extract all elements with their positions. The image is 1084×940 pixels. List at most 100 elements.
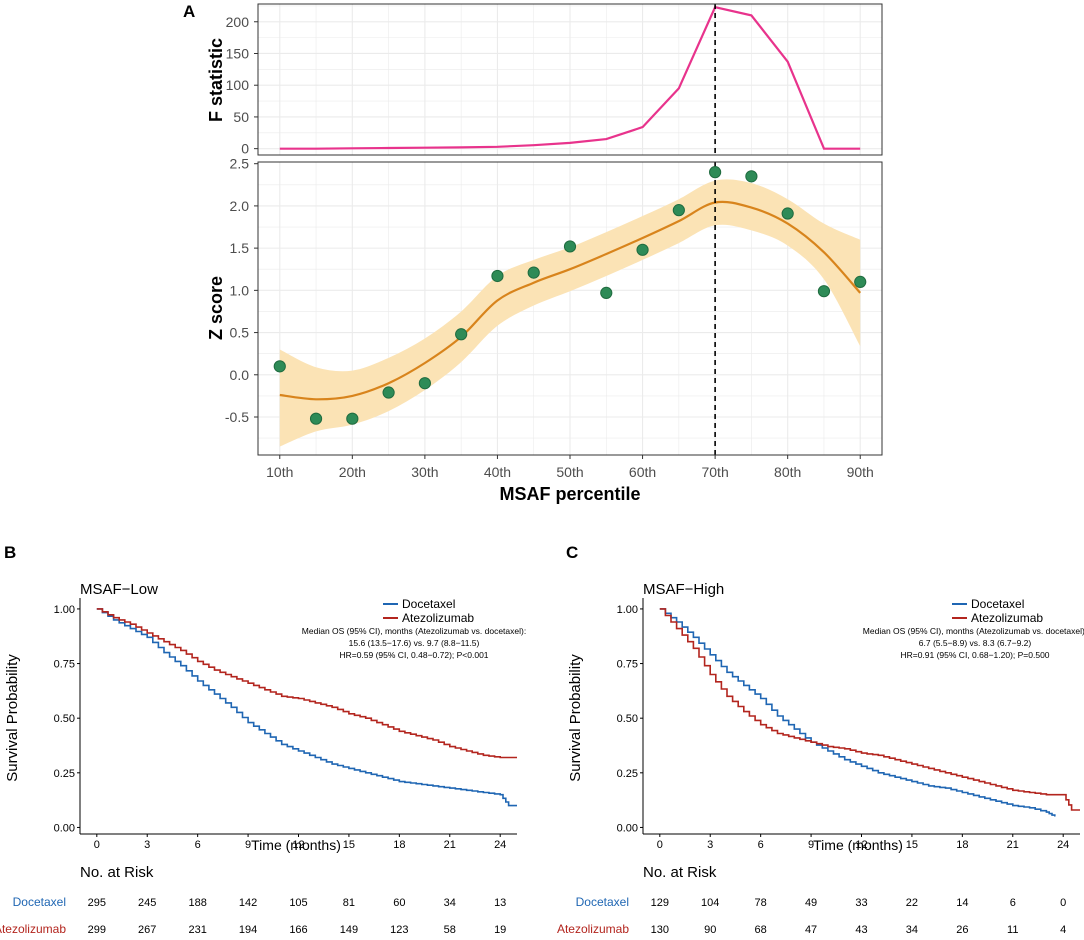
km-low-risk-value: 123 bbox=[390, 924, 408, 936]
z-point bbox=[346, 412, 359, 425]
z-x-tick-label: 80th bbox=[774, 464, 801, 480]
f-plot-border bbox=[257, 3, 883, 156]
km-low-risk-value: 166 bbox=[289, 924, 307, 936]
z-x-tick-label: 10th bbox=[266, 464, 293, 480]
km-high-x-tick-label: 15 bbox=[906, 839, 918, 851]
km-low-risk-value: 188 bbox=[188, 897, 206, 909]
km-low-risk-value: 19 bbox=[494, 924, 506, 936]
km-low-risk-value: 142 bbox=[239, 897, 257, 909]
km-low-risk-value: 58 bbox=[444, 924, 456, 936]
km-low-risk-table: Docetaxel 295 245 188 142 105 81 60 34 13 Atezoliz… bbox=[0, 895, 506, 936]
f-y-tick-label: 50 bbox=[233, 109, 249, 125]
z-point bbox=[745, 170, 758, 183]
km-high-risk-value: 11 bbox=[1007, 924, 1018, 936]
f-y-tick-label: 150 bbox=[226, 45, 250, 61]
km-high-annotation-line-2: 6.7 (5.5−8.9) vs. 8.3 (6.7−9.2) bbox=[919, 638, 1032, 648]
km-low-y-tick-label: 0.25 bbox=[54, 768, 75, 780]
km-high-risk-value: 4 bbox=[1060, 924, 1066, 936]
z-x-tick-label: 60th bbox=[629, 464, 656, 480]
km-high-risk-value: 33 bbox=[855, 897, 867, 909]
z-x-axis: 10th 20th 30th 40th 50th 60th 70th 80th 90th bbox=[266, 455, 874, 480]
f-y-tick-label: 200 bbox=[226, 14, 250, 30]
km-high-risk-value: 34 bbox=[906, 924, 918, 936]
km-low-x-tick-label: 0 bbox=[94, 839, 100, 851]
km-high-annotation-line-3: HR=0.91 (95% CI, 0.68−1.20); P=0.500 bbox=[900, 650, 1049, 660]
km-high-risk-value: 26 bbox=[956, 924, 968, 936]
f-gridlines bbox=[258, 4, 882, 155]
km-low-subtitle: MSAF−Low bbox=[80, 581, 158, 598]
km-high-y-tick-label: 0.75 bbox=[617, 659, 638, 671]
z-y-tick-label: 0.5 bbox=[230, 325, 250, 341]
km-high-curves bbox=[659, 608, 1080, 817]
km-low-x-axis-label: Time (months) bbox=[251, 837, 341, 853]
km-high-legend-atezolizumab: Atezolizumab bbox=[971, 611, 1043, 625]
z-x-tick-label: 90th bbox=[847, 464, 874, 480]
km-low-curve-docetaxel bbox=[96, 608, 517, 807]
km-low-risk-row-label: Docetaxel bbox=[13, 895, 66, 909]
km-low-x-tick-label: 9 bbox=[245, 839, 251, 851]
km-low-x-tick-label: 21 bbox=[444, 839, 456, 851]
km-high-curve-atezolizumab bbox=[659, 608, 1080, 811]
km-high-y-tick-label: 0.25 bbox=[617, 768, 638, 780]
z-point bbox=[817, 285, 831, 298]
km-high-x-tick-label: 3 bbox=[707, 839, 713, 851]
km-high-x-tick-label: 12 bbox=[855, 839, 867, 851]
km-low-annotation-line-2: 15.6 (13.5−17.6) vs. 9.7 (8.8−11.5) bbox=[349, 638, 480, 648]
z-y-tick-label: 0.0 bbox=[230, 367, 250, 383]
km-low-risk-value: 295 bbox=[88, 897, 106, 909]
z-y-tick-label: 2.0 bbox=[230, 198, 250, 214]
km-low-curve-atezolizumab bbox=[96, 608, 517, 759]
z-x-tick-label: 30th bbox=[411, 464, 438, 480]
f-statistic-panel: 0 50 100 150 200 F statistic bbox=[206, 3, 883, 157]
km-low-risk-value: 231 bbox=[188, 924, 206, 936]
km-high-x-tick-label: 0 bbox=[657, 839, 663, 851]
km-high-risk-value: 78 bbox=[755, 897, 767, 909]
z-point bbox=[273, 360, 286, 373]
z-x-tick-label: 50th bbox=[556, 464, 583, 480]
km-low-x-tick-label: 24 bbox=[494, 839, 506, 851]
km-high-panel: MSAF−High 0.00 0.25 0.50 0.75 1.00 0 3 6 9 12 15 18… bbox=[557, 581, 1084, 936]
z-score-panel: -0.5 0.0 0.5 1.0 1.5 2.0 2.5 10th 20th 30th 40th 5… bbox=[206, 156, 883, 504]
km-high-risk-value: 6 bbox=[1010, 897, 1016, 909]
km-low-risk-value: 81 bbox=[343, 897, 355, 909]
km-high-y-axis-label: Survival Probability bbox=[567, 654, 584, 782]
km-low-risk-row-label: Atezolizumab bbox=[0, 922, 66, 936]
panel-label-a: A bbox=[183, 2, 195, 21]
f-statistic-line bbox=[279, 5, 861, 150]
km-high-risk-value: 43 bbox=[855, 924, 867, 936]
km-high-curve-docetaxel bbox=[659, 608, 1056, 817]
f-y-tick-label: 0 bbox=[241, 141, 249, 157]
km-low-x-tick-label: 12 bbox=[292, 839, 304, 851]
z-x-tick-label: 40th bbox=[484, 464, 511, 480]
km-high-legend-docetaxel: Docetaxel bbox=[971, 597, 1024, 611]
km-low-risk-value: 245 bbox=[138, 897, 156, 909]
km-low-risk-value: 299 bbox=[88, 924, 106, 936]
km-low-panel: MSAF−Low 0.00 0.25 0.50 0.75 1.00 0 3 6 9 12 15 18 2… bbox=[0, 581, 526, 936]
km-low-risk-value: 194 bbox=[239, 924, 257, 936]
km-high-x-tick-label: 9 bbox=[808, 839, 814, 851]
km-high-risk-row-label: Docetaxel bbox=[576, 895, 629, 909]
km-low-risk-value: 34 bbox=[444, 897, 456, 909]
z-y-tick-label: 1.0 bbox=[230, 282, 250, 298]
km-high-risk-value: 129 bbox=[651, 897, 669, 909]
z-point bbox=[781, 207, 794, 220]
panel-label-b: B bbox=[4, 543, 16, 562]
km-high-x-tick-label: 21 bbox=[1007, 839, 1019, 851]
km-high-risk-row-label: Atezolizumab bbox=[557, 922, 629, 936]
km-low-y-axis-label: Survival Probability bbox=[4, 654, 21, 782]
km-high-risk-value: 104 bbox=[701, 897, 719, 909]
z-point bbox=[600, 286, 613, 299]
km-low-annotation: Median OS (95% CI), months (Atezolizumab… bbox=[302, 626, 526, 660]
z-point bbox=[709, 166, 722, 179]
panel-label-c: C bbox=[566, 543, 578, 562]
km-low-x-tick-label: 18 bbox=[393, 839, 405, 851]
km-low-x-tick-label: 3 bbox=[144, 839, 150, 851]
z-point bbox=[672, 204, 685, 217]
km-high-risk-header: No. at Risk bbox=[643, 864, 717, 881]
km-low-y-tick-label: 0.50 bbox=[54, 713, 75, 725]
km-low-axes: 0.00 0.25 0.50 0.75 1.00 0 3 6 9 12 15 18 21 24 bbox=[54, 598, 517, 851]
z-points bbox=[273, 166, 867, 425]
km-low-risk-value: 149 bbox=[340, 924, 358, 936]
f-y-tick-label: 100 bbox=[226, 77, 250, 93]
